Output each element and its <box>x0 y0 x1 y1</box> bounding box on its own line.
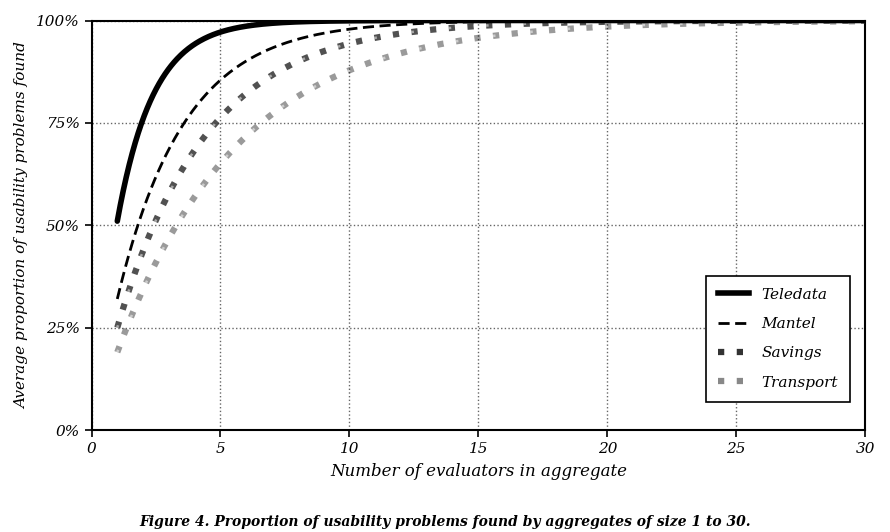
Y-axis label: Average proportion of usability problems found: Average proportion of usability problems… <box>15 42 29 409</box>
X-axis label: Number of evaluators in aggregate: Number of evaluators in aggregate <box>330 463 627 480</box>
Legend: Teledata, Mantel, Savings, Transport: Teledata, Mantel, Savings, Transport <box>706 276 850 402</box>
Text: Figure 4. Proportion of usability problems found by aggregates of size 1 to 30.: Figure 4. Proportion of usability proble… <box>139 516 751 529</box>
